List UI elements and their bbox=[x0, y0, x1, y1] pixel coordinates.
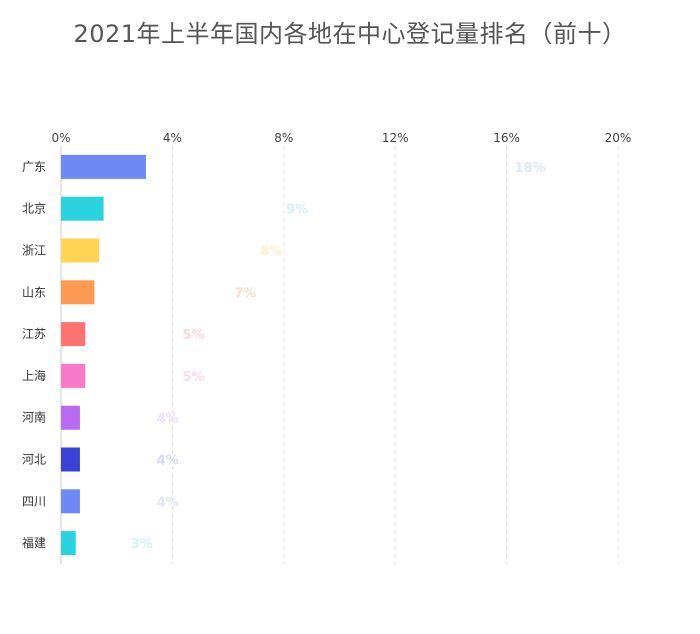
bar bbox=[61, 531, 76, 556]
data-label: 5% bbox=[182, 370, 204, 385]
category-label: 福建 bbox=[22, 535, 46, 550]
data-label: 4% bbox=[157, 412, 179, 427]
category-label: 山东 bbox=[22, 285, 46, 299]
x-tick-label: 20% bbox=[605, 131, 632, 145]
data-label: 8% bbox=[260, 245, 282, 260]
x-tick-label: 0% bbox=[51, 131, 70, 145]
bars bbox=[61, 154, 146, 556]
category-label: 广东 bbox=[22, 160, 46, 174]
x-axis-ticks: 0% 4% 8% 12% 16% 20% bbox=[51, 131, 631, 145]
category-label: 浙江 bbox=[22, 244, 46, 258]
bar bbox=[61, 322, 86, 347]
data-label: 4% bbox=[157, 454, 179, 469]
bar bbox=[61, 405, 80, 430]
x-tick-label: 4% bbox=[163, 131, 182, 145]
category-label: 上海 bbox=[22, 368, 46, 383]
data-label: 3% bbox=[131, 537, 153, 552]
x-tick-label: 16% bbox=[493, 131, 520, 145]
data-label: 18% bbox=[515, 161, 546, 176]
bar bbox=[61, 154, 146, 179]
bar bbox=[61, 238, 100, 263]
category-label: 河北 bbox=[22, 453, 46, 467]
bar bbox=[61, 363, 86, 388]
x-tick-label: 12% bbox=[382, 131, 409, 145]
bar bbox=[61, 280, 95, 305]
x-tick-label: 8% bbox=[274, 131, 293, 145]
data-labels: 18% 9% 8% 7% 5% 5% 4% 4% 4% 3% bbox=[131, 161, 546, 552]
data-label: 5% bbox=[182, 328, 204, 343]
bar bbox=[61, 489, 80, 514]
bar bbox=[61, 196, 104, 221]
data-label: 4% bbox=[157, 495, 179, 510]
category-label: 四川 bbox=[22, 494, 46, 508]
grid-lines bbox=[171, 146, 619, 564]
category-label: 河南 bbox=[22, 410, 46, 425]
category-label: 江苏 bbox=[22, 327, 46, 341]
data-label: 7% bbox=[234, 286, 256, 301]
chart-title: 2021年上半年国内各地在中心登记量排名（前十） bbox=[73, 20, 627, 48]
category-label: 北京 bbox=[22, 202, 46, 216]
data-label: 9% bbox=[286, 203, 308, 218]
bar bbox=[61, 447, 80, 472]
